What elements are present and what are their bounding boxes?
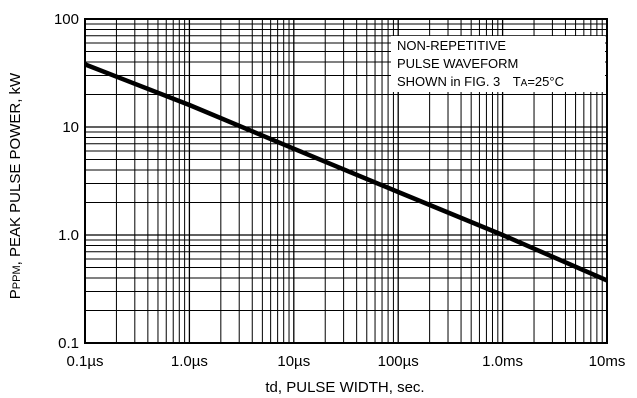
- y-tick-labels: 0.1 1.0 10 100: [54, 11, 79, 352]
- annotation-line-1: NON-REPETITIVE: [397, 38, 506, 53]
- plot-frame: [84, 18, 608, 344]
- x-tick-labels: 0.1µs 1.0µs 10µs 100µs 1.0ms 10ms: [67, 353, 626, 370]
- annotation-line-3: SHOWN in FIG. 3 TA=25°C: [397, 74, 564, 89]
- annotation-box: NON-REPETITIVE PULSE WAVEFORM SHOWN in F…: [391, 36, 605, 92]
- x-tick-label: 1.0µs: [171, 353, 208, 370]
- x-tick-label: 0.1µs: [67, 353, 104, 370]
- series-line: [84, 62, 608, 283]
- grid: [84, 19, 607, 344]
- x-tick-label: 1.0ms: [482, 353, 523, 370]
- y-tick-label: 0.1: [58, 335, 79, 352]
- annotation-background: [391, 36, 605, 92]
- x-tick-label: 10ms: [589, 353, 626, 370]
- annotation-line-2: PULSE WAVEFORM: [397, 56, 518, 71]
- y-tick-label: 10: [62, 119, 79, 136]
- annotation-line-3-text: SHOWN in FIG. 3: [397, 74, 500, 89]
- temp-subscript: A: [521, 78, 528, 89]
- y-axis-label-subscript: PPM: [11, 265, 23, 289]
- temp-symbol: T: [513, 74, 521, 89]
- temp-value: =25°C: [527, 74, 564, 89]
- x-tick-label: 10µs: [277, 353, 310, 370]
- y-tick-label: 100: [54, 11, 79, 28]
- x-tick-label: 100µs: [378, 353, 419, 370]
- y-tick-label: 1.0: [58, 227, 79, 244]
- y-axis-label-text: , PEAK PULSE POWER, kW: [7, 72, 24, 265]
- y-axis-label-symbol: P: [7, 289, 24, 299]
- series-layer: [84, 62, 608, 283]
- y-axis-label: PPPM, PEAK PULSE POWER, kW: [7, 72, 24, 299]
- x-axis-label: td, PULSE WIDTH, sec.: [265, 379, 424, 396]
